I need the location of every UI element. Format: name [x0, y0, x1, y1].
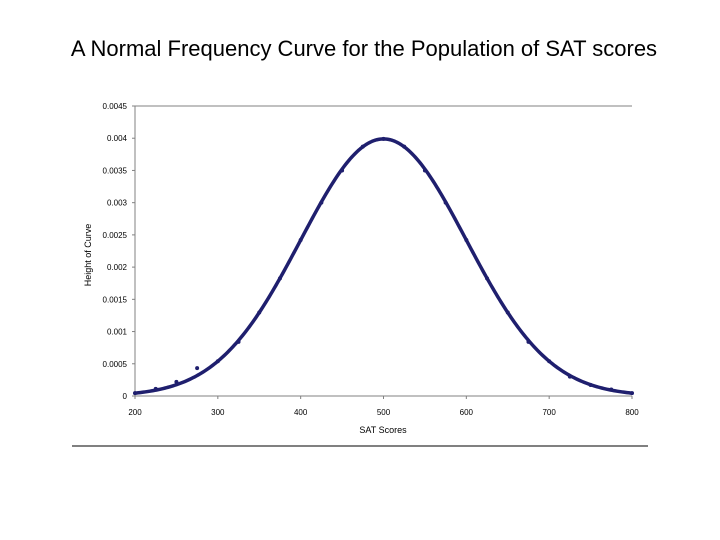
curve-point — [195, 366, 200, 371]
curve-point — [402, 144, 407, 149]
curve-point — [381, 136, 386, 141]
curve-point — [360, 144, 365, 149]
curve-point — [609, 387, 614, 392]
curve-point — [319, 200, 324, 205]
x-tick-label: 800 — [625, 408, 639, 417]
curve-point — [485, 276, 490, 281]
slide-title: A Normal Frequency Curve for the Populat… — [70, 36, 658, 61]
curve-point — [443, 200, 448, 205]
x-axis-ticks: 200 300 400 500 600 700 800 — [128, 396, 639, 417]
y-tick-label: 0.002 — [107, 263, 128, 272]
y-tick-label: 0.0045 — [103, 102, 128, 111]
curve-point — [257, 310, 262, 315]
curve-point — [422, 168, 427, 173]
x-tick-label: 300 — [211, 408, 225, 417]
curve-point — [236, 339, 241, 344]
curve-point — [298, 238, 303, 243]
curve-point — [588, 383, 593, 388]
curve-point — [133, 391, 137, 396]
x-tick-label: 700 — [542, 408, 556, 417]
y-tick-label: 0.0025 — [103, 231, 128, 240]
y-axis-ticks: 0 0.0005 0.001 0.0015 0.002 0.0025 0.003 0.0035… — [103, 102, 135, 401]
curve-point — [215, 359, 220, 364]
y-tick-label: 0.0005 — [103, 360, 128, 369]
curve-point — [505, 310, 510, 315]
normal-curve-line — [133, 137, 634, 395]
y-tick-label: 0.0035 — [103, 166, 128, 175]
curve-points — [133, 136, 634, 396]
y-tick-label: 0.004 — [107, 134, 128, 143]
curve-point — [277, 276, 282, 281]
y-tick-label: 0 — [123, 392, 128, 401]
curve-point — [153, 386, 158, 391]
x-axis-title: SAT Scores — [359, 425, 407, 435]
plot-area — [134, 105, 632, 397]
y-tick-label: 0.003 — [107, 199, 128, 208]
x-tick-label: 500 — [377, 408, 391, 417]
curve-point — [340, 168, 345, 173]
curve-point — [630, 391, 634, 396]
x-tick-label: 400 — [294, 408, 308, 417]
y-tick-label: 0.0015 — [103, 295, 128, 304]
x-tick-label: 200 — [128, 408, 142, 417]
y-axis-title: Height of Curve — [83, 224, 93, 287]
curve-point — [526, 339, 531, 344]
curve-point — [464, 238, 469, 243]
curve-point — [567, 374, 572, 379]
curve-point — [547, 359, 552, 364]
curve-point — [174, 379, 179, 384]
x-tick-label: 600 — [460, 408, 474, 417]
y-tick-label: 0.001 — [107, 328, 128, 337]
